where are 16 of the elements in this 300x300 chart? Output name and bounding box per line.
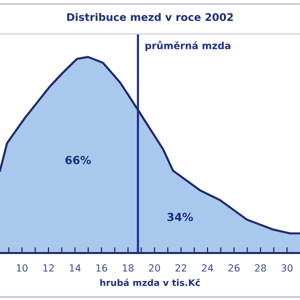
- ref-line-label: průměrná mzda: [146, 40, 230, 52]
- x-tick-label: 30: [282, 264, 293, 272]
- x-axis-title: hrubá mzda v tis.Kč: [100, 278, 200, 286]
- x-tick-label: 28: [255, 264, 266, 272]
- x-tick-label: 16: [96, 264, 108, 272]
- x-tick-label: 20: [149, 264, 160, 272]
- x-tick-label: 26: [228, 264, 240, 272]
- annotation: 34%: [167, 212, 193, 222]
- chart-title: Distribuce mezd v roce 2002: [67, 12, 233, 22]
- x-tick-label: 10: [16, 264, 28, 272]
- x-tick-label: 14: [70, 264, 81, 272]
- x-tick-label: 22: [176, 264, 186, 272]
- x-tick-label: 12: [43, 264, 54, 272]
- x-tick-label: 18: [122, 264, 134, 272]
- x-tick-label: 24: [202, 264, 214, 272]
- annotation: 66%: [65, 156, 91, 164]
